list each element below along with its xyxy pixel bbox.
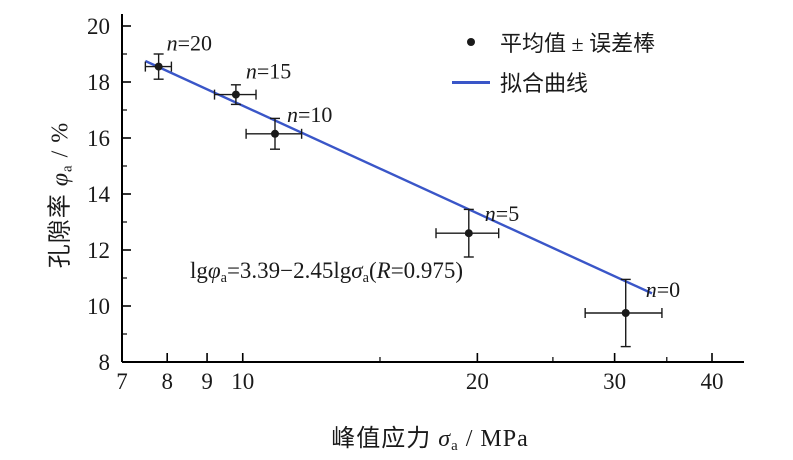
data-point: [231, 90, 240, 99]
y-tick-label: 12: [87, 238, 110, 263]
text-part: a: [220, 269, 227, 286]
text-part: φ: [47, 172, 74, 187]
x-axis-title: 峰值应力 σa / MPa: [331, 418, 528, 455]
legend: 平均值 ± 误差棒 拟合曲线: [452, 26, 655, 98]
x-tick-label: 8: [161, 369, 173, 394]
point-label: n=0: [646, 277, 680, 302]
legend-item-label: 平均值 ± 误差棒: [500, 31, 656, 56]
legend-item-fit-curve: 拟合曲线: [452, 66, 655, 98]
y-tick-label: 20: [87, 14, 110, 39]
legend-line-marker: [452, 80, 490, 84]
y-tick-label: 10: [87, 294, 110, 319]
y-tick-label: 14: [87, 182, 111, 207]
text-part: 孔隙率: [47, 186, 74, 269]
point-label: n=5: [485, 201, 519, 226]
x-tick-label: 7: [116, 369, 128, 394]
text-part: a: [362, 269, 369, 286]
data-point: [464, 229, 473, 238]
legend-dot-marker: [452, 38, 490, 46]
legend-item-label: 拟合曲线: [500, 71, 589, 96]
text-part: σ: [351, 258, 363, 283]
line-marker-icon: [452, 80, 490, 84]
text-part: (: [368, 258, 377, 283]
y-axis-title: 孔隙率 φa / %: [39, 122, 76, 269]
text-part: / MPa: [458, 426, 529, 452]
fit-line: [144, 59, 653, 295]
text-part: lg: [190, 258, 208, 283]
x-tick-label: 9: [201, 369, 213, 394]
point-label: n=15: [246, 59, 291, 84]
x-tick-label: 40: [701, 369, 724, 394]
data-point: [154, 62, 163, 71]
x-tick-label: 10: [231, 369, 254, 394]
legend-item-mean-errorbar: 平均值 ± 误差棒: [452, 26, 655, 58]
y-tick-label: 8: [99, 350, 111, 375]
data-point: [270, 129, 279, 138]
text-part: φ: [207, 258, 221, 283]
y-tick-label: 16: [87, 126, 110, 151]
point-label: n=20: [167, 31, 212, 56]
point-label: n=10: [287, 102, 332, 127]
dot-marker-icon: [467, 38, 475, 46]
text-part: R: [376, 258, 391, 283]
text-part: σ: [438, 426, 452, 452]
data-point: [621, 309, 630, 317]
equation-annotation: lgφa=3.39−2.45lgσa(R=0.975): [190, 258, 463, 287]
x-tick-label: 20: [466, 369, 489, 394]
text-part: 峰值应力: [331, 426, 439, 452]
text-part: =0.975): [390, 258, 464, 283]
text-part: / %: [47, 121, 74, 165]
x-tick-label: 30: [603, 369, 626, 394]
y-tick-label: 18: [87, 70, 110, 95]
text-part: a: [451, 438, 459, 455]
text-part: a: [59, 164, 76, 172]
text-part: =3.39−2.45lg: [226, 258, 352, 283]
